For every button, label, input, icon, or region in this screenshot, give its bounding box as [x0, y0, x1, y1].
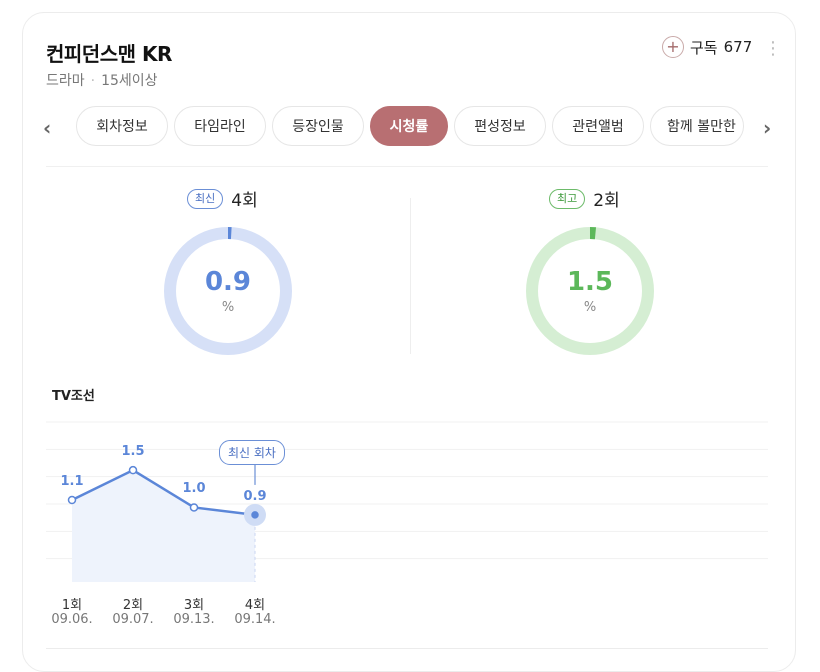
x-date-label: 09.06.	[42, 612, 102, 627]
subscribe-button[interactable]: + 구독 677	[662, 36, 752, 58]
divider	[46, 648, 768, 649]
data-point	[69, 497, 76, 504]
x-tick-label: 2회	[103, 594, 163, 613]
tab-recommended[interactable]: 함께 볼만한	[650, 106, 744, 146]
tab-ratings[interactable]: 시청률	[370, 106, 448, 146]
latest-rating-value: 0.9	[163, 267, 293, 297]
plus-icon: +	[662, 36, 684, 58]
best-rating-value: 1.5	[525, 267, 655, 297]
latest-rating-unit: %	[163, 300, 293, 315]
subscribe-label: 구독	[690, 37, 718, 58]
subscribe-count: 677	[724, 38, 753, 56]
tab-timeline[interactable]: 타임라인	[174, 106, 266, 146]
x-date-label: 09.07.	[103, 612, 163, 627]
latest-badge: 최신	[187, 189, 223, 209]
more-menu-icon[interactable]: ⋮	[764, 38, 781, 59]
chevron-left-icon[interactable]: ‹	[43, 116, 51, 140]
x-tick-label: 4회	[225, 594, 285, 613]
x-tick-label: 1회	[42, 594, 102, 613]
best-stat-label: 최고 2회	[549, 186, 620, 211]
value-label: 1.0	[174, 481, 214, 496]
ratings-line-chart	[0, 410, 820, 590]
x-tick-label: 3회	[164, 594, 224, 613]
tab-related-albums[interactable]: 관련앨범	[552, 106, 644, 146]
tab-schedule[interactable]: 편성정보	[454, 106, 546, 146]
broadcaster-name: TV조선	[52, 385, 95, 404]
tab-bar: ‹ 회차정보 타임라인 등장인물 시청률 편성정보 관련앨범 함께 볼만한 ›	[0, 106, 820, 148]
best-badge: 최고	[549, 189, 585, 209]
chevron-right-icon[interactable]: ›	[763, 116, 771, 140]
data-point	[191, 504, 198, 511]
tab-episode-info[interactable]: 회차정보	[76, 106, 168, 146]
value-label: 0.9	[235, 489, 275, 504]
tab-characters[interactable]: 등장인물	[272, 106, 364, 146]
data-point	[130, 467, 137, 474]
value-label: 1.5	[113, 444, 153, 459]
latest-episode-annotation: 최신 회차	[219, 440, 285, 465]
divider	[410, 198, 411, 354]
best-episode: 2회	[593, 186, 619, 211]
age-rating-label: 15세이상	[101, 73, 157, 89]
latest-episode: 4회	[231, 186, 257, 211]
genre-label: 드라마	[46, 73, 85, 89]
value-label: 1.1	[52, 474, 92, 489]
x-date-label: 09.14.	[225, 612, 285, 627]
x-date-label: 09.13.	[164, 612, 224, 627]
latest-stat-label: 최신 4회	[187, 186, 258, 211]
best-rating-unit: %	[525, 300, 655, 315]
page-title: 컨피던스맨 KR	[46, 38, 172, 67]
program-meta: 드라마·15세이상	[46, 70, 158, 90]
data-point	[252, 512, 258, 518]
divider	[46, 166, 768, 167]
